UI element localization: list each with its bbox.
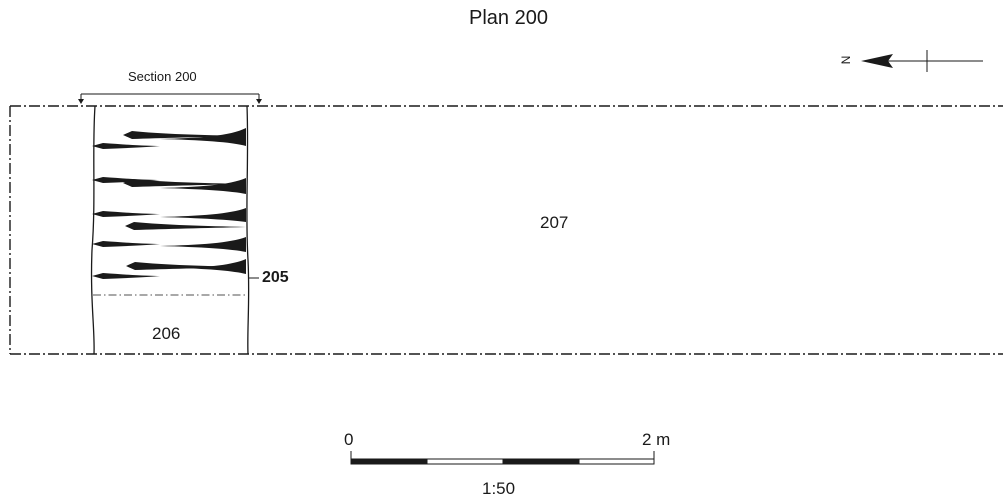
context-label-206: 206 — [152, 324, 181, 343]
plan-title: Plan 200 — [469, 7, 548, 29]
excavation-limit — [9, 105, 1003, 355]
north-arrow-icon — [861, 50, 983, 72]
hachures — [92, 128, 246, 279]
scale-bar — [350, 451, 655, 465]
cut-edges — [90, 105, 250, 355]
scale-ratio-label: 1:50 — [482, 479, 516, 498]
north-label: N — [838, 55, 853, 65]
section-label: Section 200 — [128, 69, 197, 84]
context-label-207: 207 — [540, 213, 569, 232]
context-label-205: 205 — [262, 269, 289, 286]
section-line — [78, 93, 262, 104]
scale-end-label: 2 m — [642, 430, 671, 449]
scale-start-label: 0 — [344, 430, 354, 449]
